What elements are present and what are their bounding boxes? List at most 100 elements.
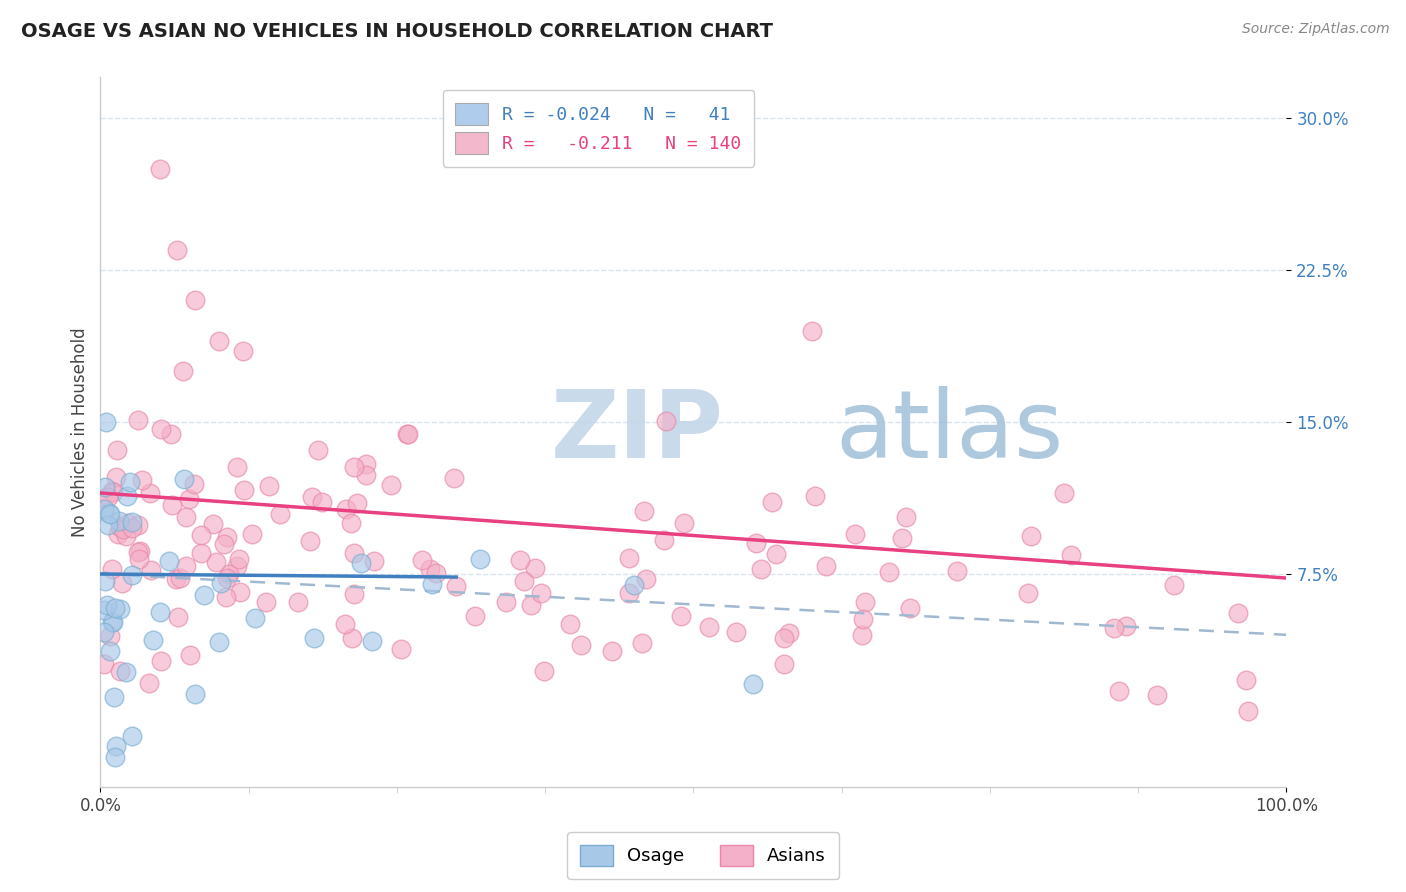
- Point: [108, 520, 131, 534]
- Point: [655, 414, 678, 428]
- Point: [101, 484, 124, 499]
- Point: [765, 547, 787, 561]
- Point: [801, 324, 824, 338]
- Point: [138, 676, 160, 690]
- Point: [411, 553, 433, 567]
- Point: [93, 657, 115, 672]
- Point: [343, 587, 366, 601]
- Point: [93, 491, 115, 505]
- Point: [623, 577, 645, 591]
- Point: [157, 554, 180, 568]
- Point: [350, 556, 373, 570]
- Point: [523, 560, 546, 574]
- Point: [149, 422, 172, 436]
- Point: [183, 476, 205, 491]
- Point: [243, 610, 266, 624]
- Point: [214, 537, 236, 551]
- Point: [93, 625, 115, 640]
- Point: [269, 507, 291, 521]
- Point: [1108, 684, 1130, 698]
- Point: [215, 571, 238, 585]
- Point: [104, 749, 127, 764]
- Point: [165, 572, 187, 586]
- Point: [101, 615, 124, 630]
- Point: [202, 516, 225, 531]
- Text: OSAGE VS ASIAN NO VEHICLES IN HOUSEHOLD CORRELATION CHART: OSAGE VS ASIAN NO VEHICLES IN HOUSEHOLD …: [21, 22, 773, 41]
- Point: [512, 574, 534, 588]
- Point: [333, 616, 356, 631]
- Point: [468, 552, 491, 566]
- Point: [141, 563, 163, 577]
- Point: [101, 485, 124, 500]
- Point: [225, 460, 247, 475]
- Point: [533, 664, 555, 678]
- Point: [184, 687, 207, 701]
- Point: [208, 334, 231, 348]
- Point: [311, 495, 333, 509]
- Point: [174, 510, 197, 524]
- Point: [96, 415, 118, 429]
- Point: [101, 562, 124, 576]
- Point: [495, 595, 517, 609]
- Point: [103, 690, 125, 705]
- Point: [149, 605, 172, 619]
- Point: [741, 677, 763, 691]
- Point: [208, 635, 231, 649]
- Point: [108, 514, 131, 528]
- Text: ZIP: ZIP: [551, 386, 724, 478]
- Point: [287, 595, 309, 609]
- Point: [97, 507, 120, 521]
- Point: [671, 608, 693, 623]
- Point: [172, 364, 194, 378]
- Point: [335, 501, 357, 516]
- Point: [142, 632, 165, 647]
- Point: [302, 631, 325, 645]
- Point: [354, 468, 377, 483]
- Point: [600, 644, 623, 658]
- Point: [167, 609, 190, 624]
- Point: [745, 536, 768, 550]
- Point: [121, 730, 143, 744]
- Point: [121, 515, 143, 529]
- Point: [215, 591, 238, 605]
- Point: [1019, 529, 1042, 543]
- Point: [240, 527, 263, 541]
- Point: [127, 413, 149, 427]
- Point: [569, 638, 592, 652]
- Point: [93, 502, 115, 516]
- Point: [111, 575, 134, 590]
- Point: [558, 616, 581, 631]
- Point: [339, 516, 361, 530]
- Point: [619, 550, 641, 565]
- Point: [422, 577, 444, 591]
- Point: [226, 558, 249, 573]
- Point: [509, 553, 531, 567]
- Point: [184, 293, 207, 308]
- Point: [617, 586, 640, 600]
- Point: [636, 572, 658, 586]
- Text: atlas: atlas: [835, 386, 1064, 478]
- Point: [1017, 586, 1039, 600]
- Point: [631, 636, 654, 650]
- Legend: Osage, Asians: Osage, Asians: [568, 832, 838, 879]
- Point: [425, 566, 447, 581]
- Point: [254, 595, 277, 609]
- Point: [108, 664, 131, 678]
- Point: [169, 572, 191, 586]
- Point: [855, 595, 877, 609]
- Point: [128, 552, 150, 566]
- Point: [761, 495, 783, 509]
- Point: [228, 552, 250, 566]
- Point: [149, 654, 172, 668]
- Point: [128, 544, 150, 558]
- Point: [520, 598, 543, 612]
- Y-axis label: No Vehicles in Household: No Vehicles in Household: [72, 327, 89, 537]
- Point: [193, 588, 215, 602]
- Point: [98, 644, 121, 658]
- Point: [232, 483, 254, 497]
- Point: [131, 474, 153, 488]
- Point: [346, 496, 368, 510]
- Point: [104, 601, 127, 615]
- Point: [299, 533, 322, 548]
- Point: [389, 641, 412, 656]
